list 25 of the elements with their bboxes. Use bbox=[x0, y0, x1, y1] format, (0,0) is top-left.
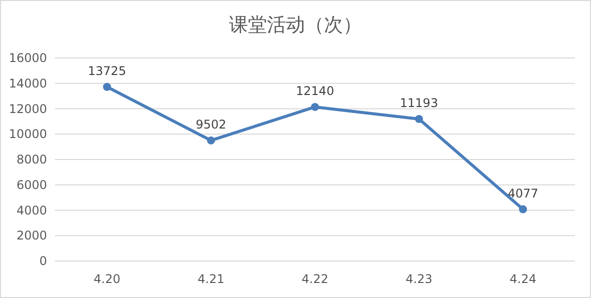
y-tick-label: 14000 bbox=[8, 76, 47, 90]
y-tick-label: 8000 bbox=[16, 152, 47, 166]
point bbox=[519, 205, 527, 214]
point bbox=[103, 82, 111, 91]
y-tick-label: 12000 bbox=[8, 102, 47, 116]
x-tick-label: 4.22 bbox=[302, 272, 328, 286]
point bbox=[311, 102, 319, 111]
point bbox=[415, 114, 423, 123]
x-tick-label: 4.21 bbox=[198, 272, 224, 286]
x-tick-label: 4.24 bbox=[510, 272, 536, 286]
data-label: 13725 bbox=[88, 64, 126, 78]
y-tick-label: 16000 bbox=[8, 51, 47, 65]
y-tick-label: 0 bbox=[39, 254, 47, 268]
data-label: 9502 bbox=[196, 117, 226, 132]
y-tick-label: 6000 bbox=[16, 178, 47, 192]
point bbox=[207, 136, 215, 144]
y-tick-label: 2000 bbox=[16, 228, 47, 243]
data-label: 12140 bbox=[296, 84, 334, 98]
chart-title: 课堂活动（次） bbox=[229, 14, 362, 36]
x-tick-label: 4.23 bbox=[406, 272, 432, 286]
data-label: 4077 bbox=[508, 186, 538, 200]
data-label: 11193 bbox=[400, 96, 438, 110]
y-tick-label: 4000 bbox=[16, 203, 47, 218]
y-tick-label: 10000 bbox=[8, 127, 47, 142]
x-tick-label: 4.20 bbox=[94, 272, 120, 286]
